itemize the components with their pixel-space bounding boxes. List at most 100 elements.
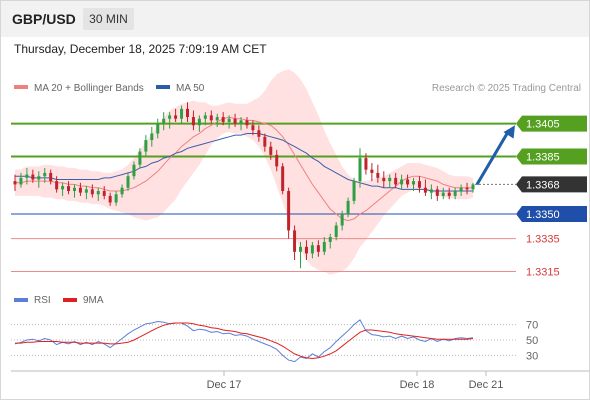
price-label-1.3315: 1.3315 (526, 267, 560, 279)
price-label-1.3385: 1.3385 (526, 152, 560, 164)
timestamp: Thursday, December 18, 2025 7:09:19 AM C… (14, 42, 267, 56)
candle-body (102, 191, 106, 196)
ma50-legend-swatch (156, 85, 170, 89)
price-tag-1.3368 (516, 176, 587, 193)
rsi-chart: 70 50 30 (11, 319, 538, 363)
candle-body (263, 136, 267, 147)
price-tag-1.3405 (516, 115, 587, 132)
bollinger-band (15, 69, 473, 275)
candle-body (37, 176, 41, 180)
candle-body (376, 172, 380, 178)
candle-body (156, 123, 160, 134)
candle-body (84, 189, 88, 193)
candle-body (150, 133, 154, 141)
candle-body (108, 195, 112, 203)
interval-button[interactable]: 30 MIN (83, 8, 134, 30)
candle-body (310, 245, 314, 254)
candle-body (55, 181, 59, 190)
price-label-1.3405: 1.3405 (526, 119, 560, 131)
candle-body (275, 154, 279, 167)
candle-body (388, 177, 392, 182)
candle-body (78, 187, 82, 193)
candle-body (334, 225, 338, 237)
ma50-line (15, 133, 473, 192)
candle-body (304, 246, 308, 254)
symbol-title: GBP/USD (12, 11, 76, 27)
credit-text: Research © 2025 Trading Central (432, 83, 581, 94)
ma9-legend-label: 9MA (83, 295, 104, 306)
price-tag-1.3385 (516, 148, 587, 165)
price-label-1.3335: 1.3335 (526, 234, 560, 246)
candle-body (293, 230, 297, 252)
candle-body (269, 146, 273, 155)
candle-body (382, 177, 386, 182)
candle-body (328, 237, 332, 242)
candle-body (459, 187, 463, 191)
rsi-tick-label: 50 (526, 335, 538, 347)
candle-body (25, 174, 29, 178)
candle-body (168, 115, 172, 119)
candle-body (221, 117, 225, 122)
forecast-arrow-head (503, 125, 515, 139)
candle-body (174, 115, 178, 119)
candle-body (423, 187, 427, 193)
candle-body (90, 189, 94, 195)
price-chart: 1.3405 1.3385 1.3368 1.3350 1.3335 1.3315 (11, 69, 587, 279)
candle-body (471, 184, 475, 190)
rsi-legend-label: RSI (34, 295, 51, 306)
candle-body (340, 214, 344, 226)
candle-body (257, 130, 261, 137)
x-tick-label: Dec 21 (469, 379, 504, 391)
candle-body (406, 179, 410, 185)
candle-body (19, 177, 23, 185)
price-tag-1.3350 (516, 206, 587, 222)
rsi-9ma-line (15, 322, 474, 360)
candle-body (13, 181, 17, 185)
candle-body (144, 140, 148, 152)
ma20-legend-label: MA 20 + Bollinger Bands (34, 83, 144, 94)
candle-body (197, 118, 201, 126)
candle-body (239, 120, 243, 124)
ma50-legend-label: MA 50 (176, 83, 205, 94)
candle-body (441, 192, 445, 196)
candle-body (191, 117, 195, 126)
candle-body (251, 125, 255, 131)
candle-body (287, 191, 291, 231)
chart-header: GBP/USD 30 MIN (1, 1, 589, 37)
candle-body (67, 186, 71, 191)
candle-body (138, 151, 142, 165)
candle-body (412, 181, 416, 185)
candle-body (435, 189, 439, 196)
candle-body (233, 118, 237, 124)
candle-body (180, 108, 184, 119)
candle-body (465, 187, 469, 190)
candle-body (203, 115, 207, 119)
x-tick-label: Dec 17 (207, 379, 242, 391)
rsi-tick-label: 70 (526, 320, 538, 332)
candle-body (245, 120, 249, 126)
candle-body (126, 176, 130, 188)
ma20-line (15, 116, 473, 222)
ma9-legend-swatch (63, 298, 77, 302)
rsi-tick-label: 30 (526, 350, 538, 362)
candle-body (453, 191, 457, 196)
candle-body (162, 118, 166, 124)
price-label-1.3368: 1.3368 (526, 179, 560, 191)
candle-body (114, 194, 118, 203)
candle-body (61, 186, 65, 190)
candle-body (96, 191, 100, 195)
candle-body (227, 118, 231, 122)
candle-body (72, 187, 76, 191)
candle-body (417, 181, 421, 188)
candle-body (400, 179, 404, 185)
rsi-line (14, 319, 474, 363)
candle-body (49, 172, 53, 182)
price-label-1.3350: 1.3350 (526, 209, 560, 221)
candle-body (31, 174, 35, 180)
candle-body (185, 108, 189, 118)
candle-body (322, 241, 326, 252)
candle-body (394, 177, 398, 185)
x-tick-label: Dec 18 (400, 379, 435, 391)
